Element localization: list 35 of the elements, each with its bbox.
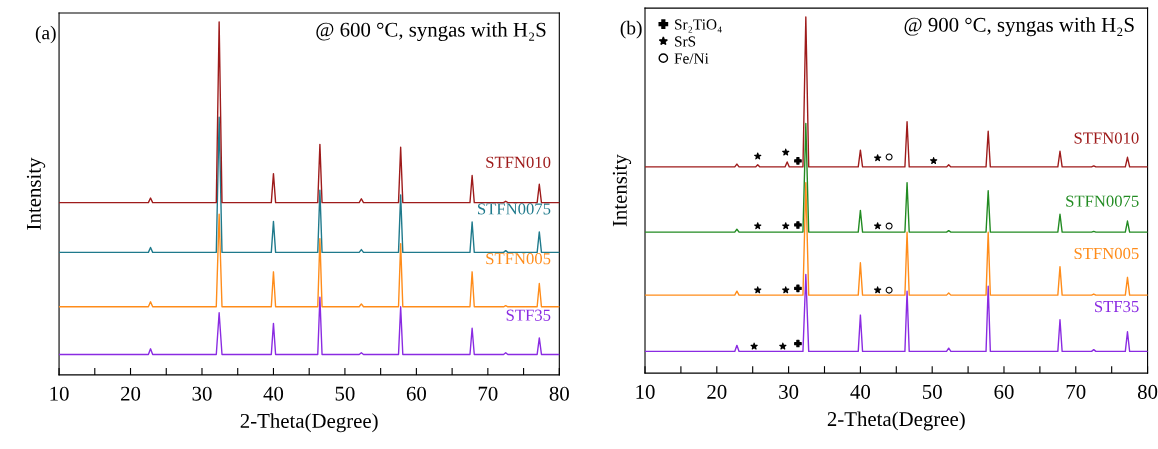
series-label: STFN0075 bbox=[478, 203, 551, 215]
annotation: @ 900 °C, syngas with H₂S bbox=[904, 17, 1134, 37]
y-axis-title: Intensity bbox=[612, 154, 632, 227]
x-axis-title: 2-Theta(Degree) bbox=[827, 411, 965, 431]
y-axis-title: Intensity bbox=[26, 157, 46, 230]
series-label: STFN0075 bbox=[1066, 195, 1139, 207]
x-tick-label: 20 bbox=[707, 384, 727, 399]
x-tick-label: 30 bbox=[192, 386, 212, 401]
x-tick-label: 40 bbox=[850, 384, 871, 399]
series-label: STFN010 bbox=[1074, 132, 1139, 144]
x-tick-label: 50 bbox=[922, 384, 942, 399]
series-label: STFN010 bbox=[486, 156, 551, 168]
annotation: @ 600 °C, syngas with H₂S bbox=[316, 22, 546, 42]
text: (a) bbox=[35, 25, 56, 44]
series-label: STF35 bbox=[506, 309, 551, 321]
x-tick-label: 70 bbox=[1066, 384, 1086, 399]
text: (b) bbox=[620, 20, 642, 39]
x-tick-label: 70 bbox=[478, 386, 498, 401]
x-tick-label: 80 bbox=[1137, 384, 1158, 399]
x-tick-label: 60 bbox=[994, 384, 1014, 399]
x-tick-label: 80 bbox=[549, 386, 569, 401]
legend-label: Fe/Ni bbox=[674, 53, 709, 64]
x-tick-label: 40 bbox=[263, 386, 284, 401]
x-tick-label: 50 bbox=[335, 386, 355, 401]
x-tick-label: 30 bbox=[779, 384, 799, 399]
legend-label: Sr₂TiO₄ bbox=[675, 19, 722, 33]
legend-label: SrS bbox=[675, 36, 696, 47]
series-label: STF35 bbox=[1094, 300, 1139, 313]
x-tick-label: 10 bbox=[636, 384, 655, 399]
x-tick-label: 10 bbox=[50, 386, 69, 401]
x-tick-label: 60 bbox=[406, 386, 427, 401]
series-label: STFN005 bbox=[486, 253, 551, 265]
x-axis-title: 2-Theta(Degree) bbox=[240, 413, 378, 433]
x-tick-label: 20 bbox=[121, 386, 141, 401]
series-label: STFN005 bbox=[1074, 247, 1139, 260]
